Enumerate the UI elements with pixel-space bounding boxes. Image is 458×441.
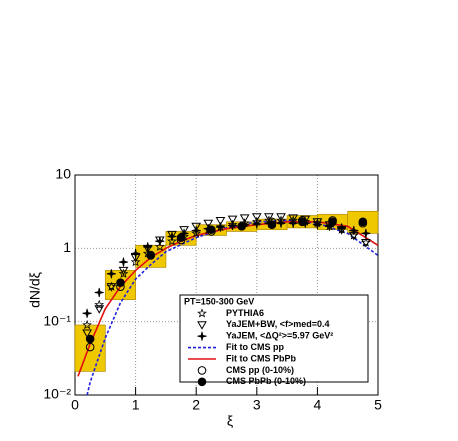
- x-tick-label: 0: [71, 397, 79, 413]
- marker: [276, 213, 286, 222]
- x-tick-label: 4: [314, 397, 322, 413]
- marker: [176, 233, 186, 242]
- marker: [288, 214, 299, 223]
- marker: [82, 319, 92, 330]
- marker: [267, 220, 277, 230]
- marker: [312, 220, 322, 230]
- x-tick-label: 3: [253, 397, 261, 413]
- marker: [197, 331, 207, 341]
- marker: [106, 269, 116, 279]
- legend-label: Fit to CMS pp: [226, 342, 284, 352]
- x-tick-label: 1: [132, 397, 140, 413]
- marker: [197, 321, 207, 330]
- marker: [297, 217, 307, 227]
- marker: [337, 223, 347, 233]
- marker: [197, 366, 207, 375]
- marker: [251, 213, 262, 222]
- marker: [94, 299, 105, 309]
- marker: [116, 278, 125, 287]
- marker: [94, 305, 105, 314]
- marker: [154, 241, 165, 251]
- y-tick-label: 1: [63, 239, 71, 255]
- plot-frame: [74, 174, 379, 396]
- marker: [197, 377, 207, 387]
- marker: [228, 220, 238, 231]
- marker: [179, 226, 189, 235]
- marker: [155, 236, 165, 246]
- marker: [131, 248, 141, 259]
- legend-label: YaJEM, <ΔQ²>=5.97 GeV²: [226, 331, 333, 341]
- marker: [118, 257, 129, 267]
- marker: [191, 228, 202, 238]
- y-tick-label: 10⁻²: [43, 386, 71, 402]
- marker: [215, 216, 226, 226]
- marker: [361, 228, 371, 238]
- marker: [82, 329, 92, 339]
- marker: [106, 283, 117, 292]
- marker: [82, 308, 92, 318]
- marker: [191, 225, 201, 236]
- marker: [146, 250, 156, 260]
- marker: [358, 217, 368, 227]
- x-axis-label: ξ: [227, 413, 233, 429]
- marker: [143, 242, 153, 252]
- x-tick-label: 2: [192, 397, 200, 413]
- marker: [118, 266, 129, 276]
- marker: [312, 218, 323, 227]
- marker: [207, 225, 216, 234]
- marker: [118, 268, 129, 278]
- marker: [130, 256, 141, 267]
- legend-label: CMS PbPb (0-10%): [226, 376, 306, 386]
- x-tick-label: 5: [374, 397, 382, 413]
- marker: [237, 221, 246, 231]
- marker: [288, 218, 298, 228]
- y-axis-label: dN/dξ: [27, 272, 43, 308]
- marker: [191, 222, 202, 232]
- legend-label: PYTHIA6: [226, 308, 264, 318]
- marker: [167, 231, 177, 242]
- y-tick-label: 10⁻¹: [43, 312, 71, 328]
- marker: [252, 219, 262, 229]
- marker: [215, 222, 225, 232]
- marker: [227, 215, 238, 225]
- marker: [94, 287, 104, 298]
- systematic-box: [74, 324, 106, 372]
- legend-title: PT=150-300 GeV: [184, 296, 254, 306]
- legend-label: YaJEM+BW, <f>med=0.4: [226, 319, 330, 329]
- marker: [203, 219, 214, 229]
- marker: [197, 308, 207, 318]
- marker: [361, 239, 371, 248]
- legend-label: Fit to CMS PbPb: [226, 353, 296, 363]
- marker: [167, 230, 177, 240]
- fit-line: [86, 219, 379, 396]
- marker: [239, 214, 250, 223]
- marker: [349, 225, 359, 236]
- legend-label: CMS pp (0-10%): [226, 365, 294, 375]
- marker: [85, 334, 95, 344]
- marker: [264, 213, 274, 222]
- marker: [167, 236, 177, 246]
- legend-box: [179, 294, 369, 383]
- marker: [276, 218, 286, 228]
- y-tick-label: 10: [55, 166, 71, 182]
- marker: [328, 217, 337, 227]
